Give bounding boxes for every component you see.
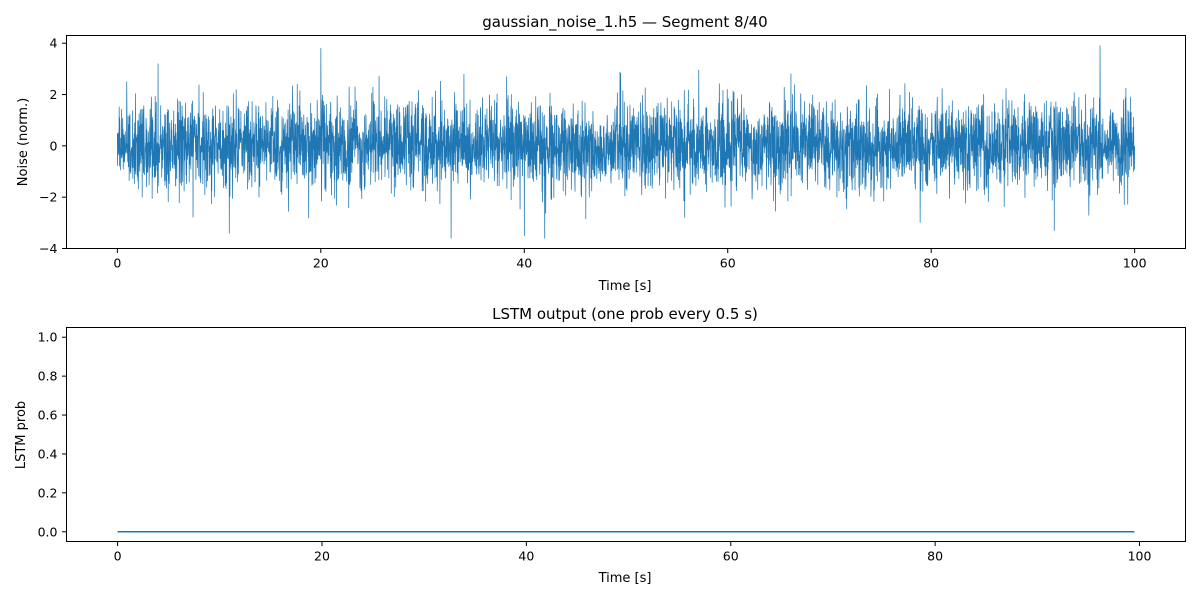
noise-x-ticks: 0 20 40 60 80 100 [113,248,1147,271]
lstm-plot-frame [66,327,1186,542]
lstm-y-tick-label: 0.2 [38,485,58,500]
lstm-y-tick-label: 1.0 [38,330,58,345]
noise-x-tick-label: 40 [516,256,532,271]
noise-x-tick-label: 100 [1123,256,1147,271]
lstm-x-tick-label: 80 [927,549,943,564]
lstm-y-axis-label: LSTM prob [14,401,29,469]
noise-y-tick-label: 0 [50,138,58,153]
lstm-chart-title: LSTM output (one prob every 0.5 s) [492,305,758,323]
lstm-x-tick-label: 60 [723,549,739,564]
lstm-y-tick-label: 0.4 [38,446,58,461]
lstm-chart: LSTM output (one prob every 0.5 s) 0 20 40… [14,305,1186,586]
noise-y-tick-label: −2 [39,190,57,205]
lstm-y-ticks: 0.0 0.2 0.4 0.6 0.8 1.0 [38,330,67,539]
noise-chart-title: gaussian_noise_1.h5 — Segment 8/40 [482,13,767,32]
noise-x-tick-label: 20 [313,256,329,271]
lstm-x-tick-label: 40 [518,549,534,564]
lstm-y-tick-label: 0.6 [38,408,58,423]
noise-x-axis-label: Time [s] [598,279,652,294]
noise-series-line [116,45,1136,239]
noise-y-tick-label: 4 [50,36,58,51]
lstm-x-tick-label: 100 [1128,549,1152,564]
lstm-x-ticks: 0 20 40 60 80 100 [114,541,1152,564]
noise-chart: gaussian_noise_1.h5 — Segment 8/40 0 20 40… [16,13,1186,294]
noise-y-axis-label: Noise (norm.) [16,98,31,186]
noise-y-ticks: −4 −2 0 2 4 [39,36,67,256]
noise-x-tick-label: 60 [720,256,736,271]
lstm-y-tick-label: 0.0 [38,524,58,539]
lstm-x-tick-label: 0 [114,549,122,564]
noise-x-tick-label: 0 [113,256,121,271]
noise-y-tick-label: −4 [39,241,57,256]
noise-series-group [116,45,1136,239]
lstm-x-axis-label: Time [s] [598,571,652,586]
noise-y-tick-label: 2 [50,87,58,102]
noise-plot-frame [66,35,1186,249]
lstm-y-tick-label: 0.8 [38,369,58,384]
noise-x-tick-label: 80 [923,256,939,271]
lstm-x-tick-label: 20 [314,549,330,564]
